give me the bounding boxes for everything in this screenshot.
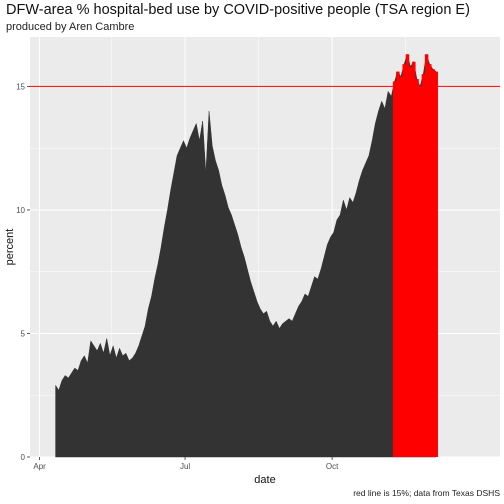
- area-series: [55, 53, 437, 458]
- y-tick-label: 10: [16, 206, 25, 215]
- x-tick-label: Oct: [326, 462, 339, 471]
- y-axis: 0 5 10 15: [16, 82, 30, 462]
- above-threshold-bar: [424, 54, 429, 457]
- y-tick-label: 5: [21, 329, 26, 338]
- chart-subtitle: produced by Aren Cambre: [6, 21, 135, 33]
- above-threshold-bar: [431, 69, 435, 458]
- above-threshold-bar: [428, 64, 432, 458]
- y-tick-label: 15: [16, 82, 25, 91]
- above-threshold-bar: [421, 74, 426, 457]
- chart-title: DFW-area % hospital-bed use by COVID-pos…: [6, 2, 470, 18]
- x-tick-label: Jul: [180, 462, 190, 471]
- above-threshold-bar: [405, 54, 410, 457]
- above-threshold-bar: [402, 64, 406, 458]
- area-layer: [55, 53, 438, 458]
- above-threshold-bar: [434, 71, 438, 457]
- above-threshold-bar: [399, 76, 403, 457]
- above-threshold-bar: [415, 79, 419, 457]
- above-threshold-bar: [412, 61, 416, 458]
- x-axis: Apr Jul Oct: [33, 457, 339, 471]
- x-axis-title: date: [254, 474, 275, 486]
- above-threshold-bar: [418, 86, 422, 457]
- caption: red line is 15%; data from Texas DSHS: [353, 488, 500, 498]
- x-tick-label: Apr: [33, 462, 46, 471]
- above-threshold-bar: [392, 81, 397, 457]
- above-threshold-bar: [408, 66, 413, 458]
- y-tick-label: 0: [21, 453, 26, 462]
- y-axis-title: percent: [4, 229, 16, 266]
- above-threshold-bar: [396, 71, 400, 457]
